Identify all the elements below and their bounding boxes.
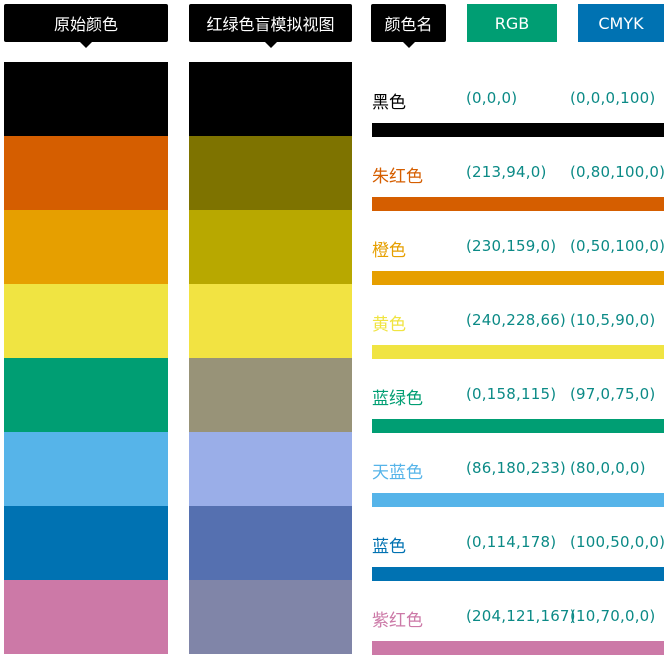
cmyk-value: (0,0,0,100): [570, 89, 656, 107]
color-row: 黄色 (240,228,66) (10,5,90,0): [372, 284, 664, 359]
simulated-swatch: [189, 62, 352, 136]
color-name: 黄色: [372, 315, 406, 335]
rgb-value: (0,0,0): [466, 89, 518, 107]
original-swatch: [4, 136, 168, 210]
simulated-swatch: [189, 432, 352, 506]
color-row: 蓝色 (0,114,178) (100,50,0,0): [372, 506, 666, 581]
simulated-swatch: [189, 358, 352, 432]
cmyk-value: (80,0,0,0): [570, 459, 646, 477]
color-name: 黑色: [372, 93, 406, 113]
color-name: 朱红色: [372, 167, 423, 187]
cmyk-value: (0,80,100,0): [570, 163, 666, 181]
color-name: 紫红色: [372, 611, 423, 631]
color-bar: [372, 271, 664, 285]
original-swatch: [4, 284, 168, 358]
color-name-header: 颜色名: [371, 4, 446, 48]
color-name: 天蓝色: [372, 463, 423, 483]
cmyk-value: (10,5,90,0): [570, 311, 656, 329]
rgb-value: (213,94,0): [466, 163, 547, 181]
original-swatch: [4, 432, 168, 506]
color-row: 橙色 (230,159,0) (0,50,100,0): [372, 210, 666, 285]
original-swatch: [4, 506, 168, 580]
rgb-header: RGB: [467, 4, 557, 42]
simulated-swatch: [189, 284, 352, 358]
color-row: 蓝绿色 (0,158,115) (97,0,75,0): [372, 358, 664, 433]
simulated-swatch: [189, 506, 352, 580]
color-bar: [372, 419, 664, 433]
original-swatch: [4, 580, 168, 654]
rgb-value: (86,180,233): [466, 459, 566, 477]
original-swatch: [4, 210, 168, 284]
cmyk-value: (100,50,0,0): [570, 533, 666, 551]
cmyk-header: CMYK: [578, 4, 664, 42]
cmyk-value: (0,50,100,0): [570, 237, 666, 255]
color-row: 黑色 (0,0,0) (0,0,0,100): [372, 62, 664, 137]
rgb-value: (204,121,167): [466, 607, 576, 625]
simulated-swatch: [189, 580, 352, 654]
color-name: 橙色: [372, 241, 406, 261]
color-bar: [372, 197, 664, 211]
original-colors-header: 原始颜色: [4, 4, 168, 48]
cmyk-value: (97,0,75,0): [570, 385, 656, 403]
original-swatch-column: [4, 62, 168, 654]
rgb-value: (230,159,0): [466, 237, 557, 255]
simulated-swatch-column: [189, 62, 352, 654]
simulated-swatch: [189, 210, 352, 284]
cmyk-value: (10,70,0,0): [570, 607, 656, 625]
color-row: 紫红色 (204,121,167) (10,70,0,0): [372, 580, 664, 655]
color-bar: [372, 493, 664, 507]
simulated-swatch: [189, 136, 352, 210]
color-bar: [372, 123, 664, 137]
rgb-value: (0,114,178): [466, 533, 557, 551]
rgb-value: (0,158,115): [466, 385, 557, 403]
color-bar: [372, 567, 664, 581]
color-bar: [372, 641, 664, 655]
color-name: 蓝色: [372, 537, 406, 557]
rgb-value: (240,228,66): [466, 311, 566, 329]
color-row: 朱红色 (213,94,0) (0,80,100,0): [372, 136, 666, 211]
color-row: 天蓝色 (86,180,233) (80,0,0,0): [372, 432, 664, 507]
original-swatch: [4, 358, 168, 432]
color-name: 蓝绿色: [372, 389, 423, 409]
original-swatch: [4, 62, 168, 136]
colorblind-simulation-header: 红绿色盲模拟视图: [189, 4, 352, 48]
color-bar: [372, 345, 664, 359]
